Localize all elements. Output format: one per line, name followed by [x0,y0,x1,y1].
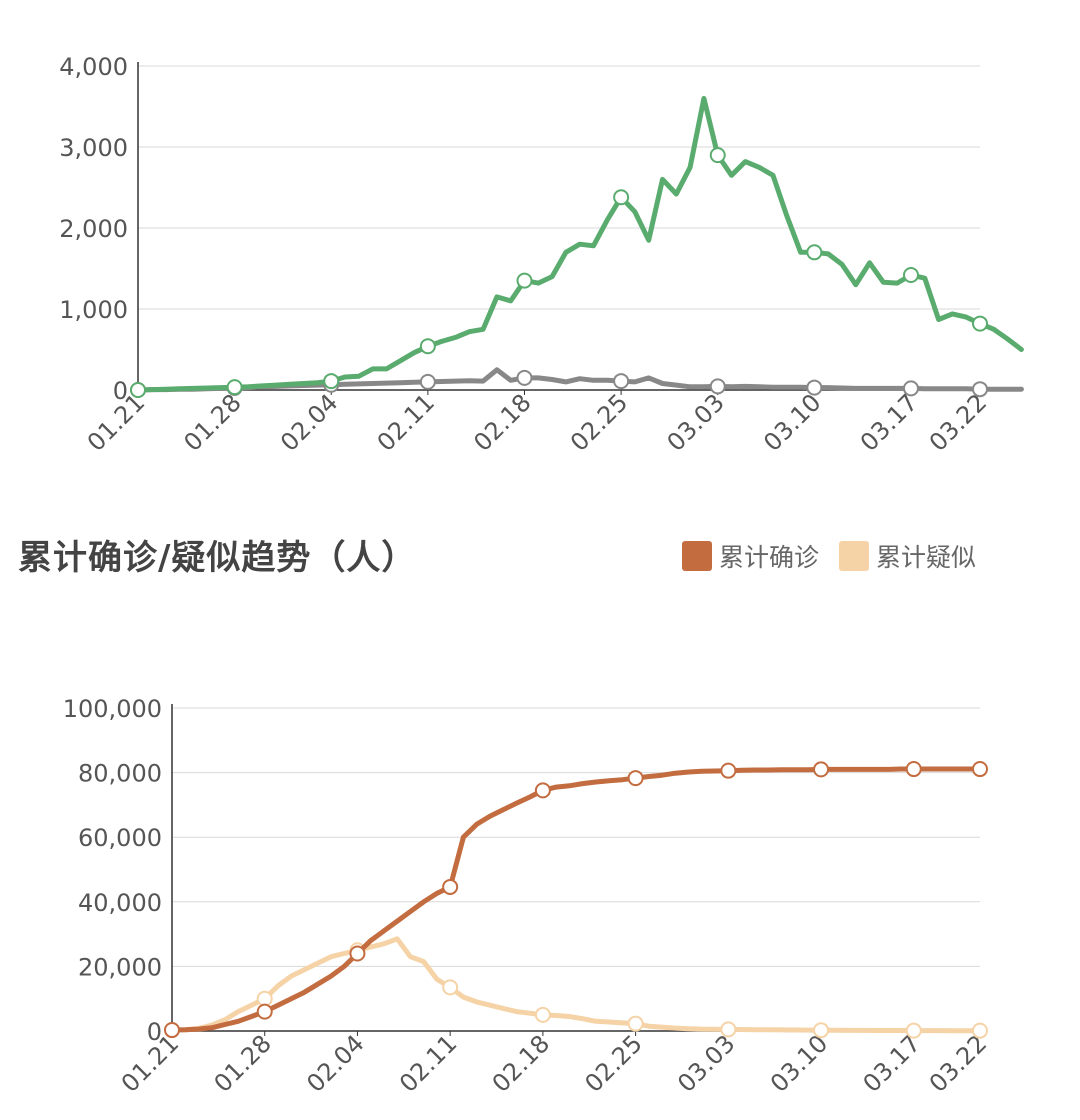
y-tick-label: 80,000 [78,760,162,788]
data-point[interactable] [130,382,146,398]
data-point[interactable] [972,761,988,778]
legend-swatch-suspected [839,541,870,571]
x-tick-label: 03.10 [765,1029,833,1097]
data-point[interactable] [720,762,737,779]
x-tick-label: 02.04 [275,388,343,456]
data-point[interactable] [349,945,366,962]
data-point[interactable] [323,373,340,390]
legend-label-suspected: 累计疑似 [876,543,977,572]
data-point[interactable] [905,761,922,778]
x-tick-label: 02.25 [579,1029,647,1097]
data-point[interactable] [813,1022,830,1039]
data-point[interactable] [256,1003,273,1020]
x-tick-label: 02.18 [487,1029,555,1097]
x-tick-label: 02.18 [468,388,536,456]
y-tick-label: 60,000 [78,824,162,852]
series-line [135,95,1024,393]
legend-item-suspected[interactable]: 累计疑似 [839,538,976,574]
data-point[interactable] [516,272,533,289]
data-point[interactable] [534,1006,551,1023]
data-point[interactable] [972,315,988,332]
data-point[interactable] [709,147,726,164]
y-tick-label: 3,000 [59,134,128,162]
legend-label-confirmed: 累计确诊 [719,543,820,572]
data-point[interactable] [972,381,988,398]
data-point[interactable] [813,761,830,778]
data-point[interactable] [226,379,243,396]
y-tick-label: 2,000 [59,215,128,243]
data-point[interactable] [709,378,726,395]
x-tick-label: 03.22 [924,1029,992,1097]
series-line [169,936,983,1034]
data-point[interactable] [534,782,551,799]
y-tick-label: 20,000 [78,953,162,981]
y-tick-label: 4,000 [59,53,128,81]
data-point[interactable] [905,1022,922,1039]
y-tick-label: 0 [147,1018,162,1046]
x-tick-label: 02.11 [394,1029,462,1097]
y-tick-label: 40,000 [78,889,162,917]
y-tick-label: 100,000 [63,695,162,723]
x-tick-label: 03.10 [758,388,826,456]
data-point[interactable] [972,1022,988,1039]
x-tick-label: 03.03 [672,1029,740,1097]
data-point[interactable] [720,1021,737,1038]
data-point[interactable] [256,990,273,1007]
x-tick-label: 01.28 [209,1029,277,1097]
y-tick-label: 0 [113,377,128,405]
data-point[interactable] [902,380,919,397]
chart-legend: 累计确诊 累计疑似 [682,538,996,574]
data-point[interactable] [806,244,823,261]
x-tick-label: 02.04 [301,1029,369,1097]
legend-swatch-confirmed [682,541,712,571]
y-tick-label: 1,000 [59,296,128,324]
x-tick-label: 02.11 [372,388,440,456]
x-tick-label: 03.17 [855,388,923,456]
data-point[interactable] [613,189,630,206]
x-tick-label: 03.03 [662,388,730,456]
data-point[interactable] [442,878,459,895]
data-point[interactable] [627,1015,644,1032]
legend-item-confirmed[interactable]: 累计确诊 [682,538,819,574]
data-point[interactable] [516,369,533,386]
data-point[interactable] [164,1022,180,1039]
x-tick-label: 02.25 [565,388,633,456]
data-point[interactable] [806,379,823,396]
data-point[interactable] [419,373,436,390]
data-point[interactable] [613,373,630,390]
section-title: 累计确诊/疑似趋势（人） [18,538,417,578]
x-tick-label: 01.28 [178,388,246,456]
x-tick-label: 03.22 [924,388,992,456]
x-tick-label: 03.17 [858,1029,926,1097]
data-point[interactable] [902,266,919,283]
series-line [169,766,983,1033]
data-point[interactable] [442,979,459,996]
data-point[interactable] [419,338,436,355]
data-point[interactable] [627,770,644,787]
